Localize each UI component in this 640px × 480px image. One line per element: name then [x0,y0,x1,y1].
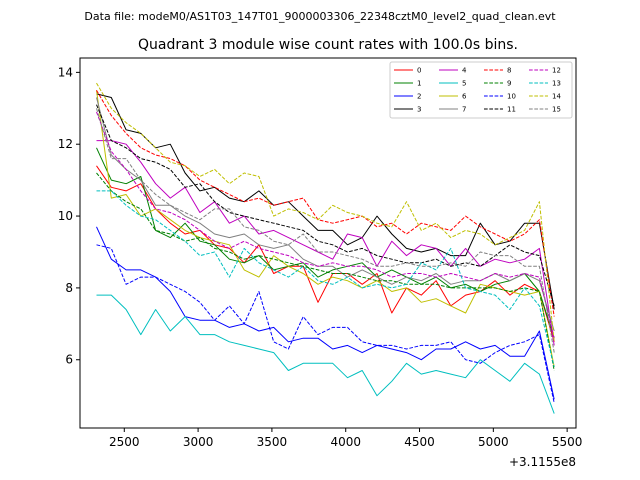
x-tick-label: 4500 [404,435,435,449]
series-line-15 [96,108,555,353]
series-line-6 [96,90,555,367]
legend-label-1: 1 [417,80,421,88]
x-tick-label: 5000 [478,435,509,449]
x-tick-label: 2500 [109,435,140,449]
series-line-9 [96,172,555,371]
legend-label-10: 10 [507,93,516,101]
y-tick-label: 6 [65,353,73,367]
x-offset-label: +3.1155e8 [509,455,576,469]
x-tick-label: 3500 [257,435,288,449]
legend-label-9: 9 [507,80,511,88]
series-line-13 [96,190,555,368]
series-line-12 [96,111,555,339]
legend-label-14: 14 [552,93,561,101]
y-tick-label: 10 [58,209,73,223]
legend-label-7: 7 [462,106,466,114]
legend-label-12: 12 [552,67,561,75]
legend-box [389,61,573,119]
legend-label-11: 11 [507,106,516,114]
legend-label-8: 8 [507,67,511,75]
x-tick-label: 5500 [552,435,583,449]
chart-title: Quadrant 3 module wise count rates with … [138,37,518,53]
legend-label-2: 2 [417,93,421,101]
legend-label-6: 6 [462,93,467,101]
series-line-11 [96,104,555,307]
suptitle: Data file: modeM0/AS1T03_147T01_90000033… [84,10,556,23]
series-line-3 [96,93,555,310]
series-line-5 [96,294,555,414]
series-line-2 [96,226,555,400]
y-axis: 6 8 10 12 14 [58,65,80,367]
legend-label-3: 3 [417,106,421,114]
legend-label-13: 13 [552,80,561,88]
legend-label-5: 5 [462,80,466,88]
y-tick-label: 14 [58,65,73,79]
series-layer [96,82,555,414]
series-line-4 [96,140,555,346]
series-line-7 [96,97,555,332]
legend-label-15: 15 [552,106,561,114]
series-line-8 [96,90,555,317]
series-line-10 [96,244,555,404]
y-tick-label: 12 [58,137,73,151]
series-line-0 [96,165,555,342]
axes-frame [79,57,577,429]
legend-label-4: 4 [462,67,467,75]
legend-label-0: 0 [417,67,421,75]
x-axis: 2500 3000 3500 4000 4500 5000 5500 [109,428,582,449]
series-line-14 [96,82,555,342]
x-tick-label: 4000 [330,435,361,449]
y-tick-label: 8 [65,281,73,295]
x-tick-label: 3000 [183,435,214,449]
